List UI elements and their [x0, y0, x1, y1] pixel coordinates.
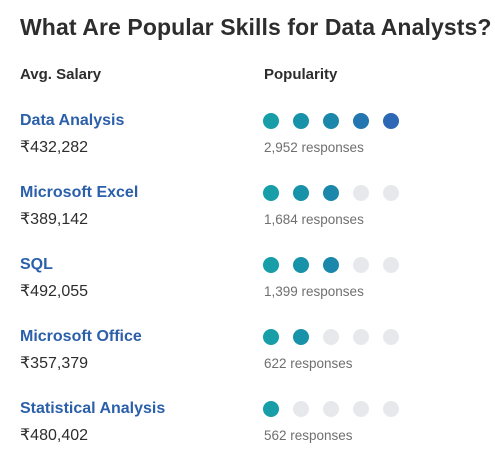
response-count: 1,684 responses — [264, 212, 364, 227]
popularity-rating — [263, 257, 399, 273]
skill-link-microsoft-office[interactable]: Microsoft Office — [20, 328, 142, 345]
popularity-dot-empty — [383, 401, 399, 417]
popularity-dot-empty — [353, 329, 369, 345]
skill-salary: ₹432,282 — [20, 139, 89, 156]
skill-salary: ₹357,379 — [20, 355, 89, 372]
popularity-dot-filled — [353, 113, 369, 129]
popularity-dot-filled — [323, 113, 339, 129]
popularity-dot-empty — [353, 401, 369, 417]
response-count: 2,952 responses — [264, 140, 364, 155]
skill-row-data-analysis: Data Analysis ₹432,282 2,952 responses — [0, 112, 495, 174]
response-count: 1,399 responses — [264, 284, 364, 299]
popularity-dot-empty — [383, 257, 399, 273]
popularity-rating — [263, 401, 399, 417]
popularity-dot-empty — [353, 185, 369, 201]
popularity-dot-filled — [383, 113, 399, 129]
skill-row-statistical-analysis: Statistical Analysis ₹480,402 562 respon… — [0, 400, 495, 462]
popularity-dot-empty — [353, 257, 369, 273]
popularity-dot-filled — [263, 185, 279, 201]
popularity-rating — [263, 329, 399, 345]
popularity-dot-empty — [383, 185, 399, 201]
popularity-dot-filled — [263, 113, 279, 129]
popularity-rating — [263, 185, 399, 201]
skill-salary: ₹389,142 — [20, 211, 89, 228]
popularity-rating — [263, 113, 399, 129]
popularity-dot-filled — [263, 257, 279, 273]
skill-row-microsoft-office: Microsoft Office ₹357,379 622 responses — [0, 328, 495, 390]
page-title: What Are Popular Skills for Data Analyst… — [20, 14, 492, 40]
popularity-dot-filled — [293, 329, 309, 345]
popularity-dot-filled — [323, 185, 339, 201]
skill-link-microsoft-excel[interactable]: Microsoft Excel — [20, 184, 139, 201]
popularity-dot-filled — [293, 185, 309, 201]
skill-row-microsoft-excel: Microsoft Excel ₹389,142 1,684 responses — [0, 184, 495, 246]
popularity-dot-filled — [323, 257, 339, 273]
popularity-dot-filled — [293, 113, 309, 129]
popularity-dot-filled — [263, 401, 279, 417]
skill-link-sql[interactable]: SQL — [20, 256, 53, 273]
popularity-dot-filled — [293, 257, 309, 273]
skill-link-data-analysis[interactable]: Data Analysis — [20, 112, 125, 129]
skill-row-sql: SQL ₹492,055 1,399 responses — [0, 256, 495, 318]
skill-link-statistical-analysis[interactable]: Statistical Analysis — [20, 400, 166, 417]
skill-salary: ₹480,402 — [20, 427, 89, 444]
popularity-dot-empty — [383, 329, 399, 345]
popularity-dot-empty — [323, 329, 339, 345]
popularity-column-header: Popularity — [264, 66, 338, 83]
response-count: 562 responses — [264, 428, 353, 443]
salary-column-header: Avg. Salary — [20, 66, 102, 83]
popularity-dot-empty — [323, 401, 339, 417]
skill-salary: ₹492,055 — [20, 283, 89, 300]
popularity-dot-filled — [263, 329, 279, 345]
popularity-dot-empty — [293, 401, 309, 417]
response-count: 622 responses — [264, 356, 353, 371]
